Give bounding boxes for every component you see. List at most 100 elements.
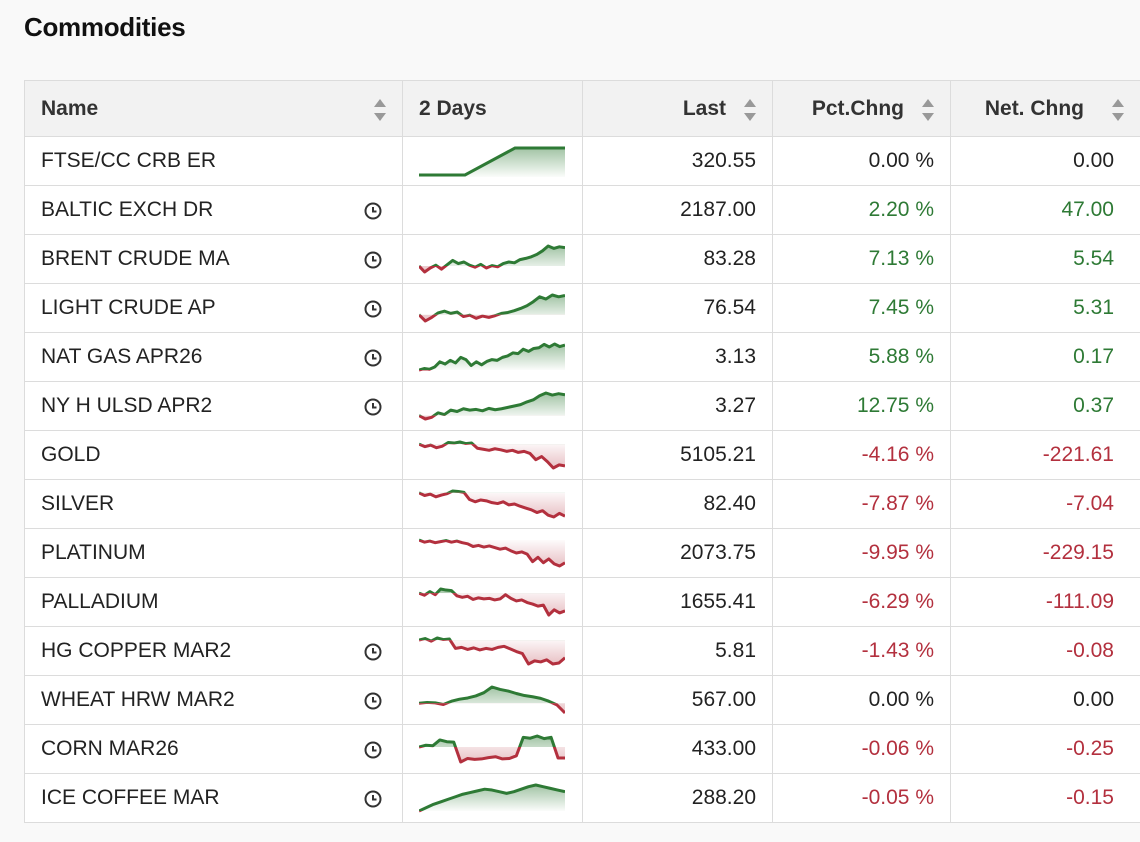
commodity-name[interactable]: NAT GAS APR26	[41, 345, 203, 368]
sort-arrows-icon[interactable]	[1112, 99, 1124, 121]
last-price: 433.00	[582, 724, 773, 774]
clock-icon	[364, 349, 382, 367]
commodity-name-cell[interactable]: FTSE/CC CRB ER	[24, 136, 403, 186]
column-header-pct-label: Pct.Chng	[811, 96, 904, 120]
last-price: 288.20	[582, 773, 773, 823]
column-header-name[interactable]: Name	[24, 80, 403, 137]
sparkline-chart	[419, 587, 565, 617]
sparkline-chart	[419, 391, 565, 421]
table-row[interactable]: FTSE/CC CRB ER 320.55 0.00 % 0.00	[24, 136, 1140, 186]
table-row[interactable]: NAT GAS APR26 3.13 5.88 % 0.17	[24, 332, 1140, 382]
column-header-net-change[interactable]: Net. Chng	[950, 80, 1140, 137]
commodity-name-cell[interactable]: SILVER	[24, 479, 403, 529]
sparkline-chart	[419, 538, 565, 568]
net-change: -0.08	[950, 626, 1140, 676]
net-change: -7.04	[950, 479, 1140, 529]
commodity-name-cell[interactable]: PALLADIUM	[24, 577, 403, 627]
table-row[interactable]: GOLD 5105.21 -4.16 % -221.61	[24, 430, 1140, 480]
page-title: Commodities	[24, 12, 186, 42]
pct-change: -6.29 %	[772, 577, 951, 627]
pct-change: -0.05 %	[772, 773, 951, 823]
commodity-name-cell[interactable]: NY H ULSD APR2	[24, 381, 403, 431]
commodity-name[interactable]: CORN MAR26	[41, 737, 179, 760]
commodity-name[interactable]: PALLADIUM	[41, 590, 159, 613]
commodity-name[interactable]: GOLD	[41, 443, 101, 466]
net-change: 0.37	[950, 381, 1140, 431]
pct-change: 0.00 %	[772, 136, 951, 186]
last-price: 5105.21	[582, 430, 773, 480]
sparkline-cell	[402, 773, 583, 823]
pct-change: 7.13 %	[772, 234, 951, 284]
sparkline-cell	[402, 430, 583, 480]
pct-change: -9.95 %	[772, 528, 951, 578]
commodity-name-cell[interactable]: PLATINUM	[24, 528, 403, 578]
table-row[interactable]: BRENT CRUDE MA 83.28 7.13 % 5.54	[24, 234, 1140, 284]
commodity-name-cell[interactable]: BALTIC EXCH DR	[24, 185, 403, 235]
pct-change: 0.00 %	[772, 675, 951, 725]
table-row[interactable]: LIGHT CRUDE AP 76.54 7.45 % 5.31	[24, 283, 1140, 333]
commodity-name-cell[interactable]: WHEAT HRW MAR2	[24, 675, 403, 725]
commodity-name-cell[interactable]: ICE COFFEE MAR	[24, 773, 403, 823]
last-price: 1655.41	[582, 577, 773, 627]
sparkline-cell	[402, 479, 583, 529]
sparkline-cell	[402, 381, 583, 431]
sparkline-chart	[419, 636, 565, 666]
table-row[interactable]: PALLADIUM 1655.41 -6.29 % -111.09	[24, 577, 1140, 627]
sparkline-chart	[419, 244, 565, 274]
table-row[interactable]: CORN MAR26 433.00 -0.06 % -0.25	[24, 724, 1140, 774]
last-price: 82.40	[582, 479, 773, 529]
commodity-name[interactable]: WHEAT HRW MAR2	[41, 688, 235, 711]
table-row[interactable]: BALTIC EXCH DR 2187.00 2.20 % 47.00	[24, 185, 1140, 235]
commodity-name[interactable]: LIGHT CRUDE AP	[41, 296, 216, 319]
sort-arrows-icon[interactable]	[922, 99, 934, 121]
clock-icon	[364, 398, 382, 416]
sparkline-cell	[402, 626, 583, 676]
pct-change: 7.45 %	[772, 283, 951, 333]
column-header-net-label: Net. Chng	[984, 96, 1084, 120]
commodity-name[interactable]: FTSE/CC CRB ER	[41, 149, 217, 172]
commodity-name-cell[interactable]: HG COPPER MAR2	[24, 626, 403, 676]
commodity-name[interactable]: BALTIC EXCH DR	[41, 198, 214, 221]
clock-icon	[364, 251, 382, 269]
table-row[interactable]: SILVER 82.40 -7.87 % -7.04	[24, 479, 1140, 529]
table-row[interactable]: PLATINUM 2073.75 -9.95 % -229.15	[24, 528, 1140, 578]
commodity-name-cell[interactable]: BRENT CRUDE MA	[24, 234, 403, 284]
net-change: -0.15	[950, 773, 1140, 823]
sparkline-cell	[402, 577, 583, 627]
table-row[interactable]: NY H ULSD APR2 3.27 12.75 % 0.37	[24, 381, 1140, 431]
commodity-name[interactable]: BRENT CRUDE MA	[41, 247, 230, 270]
sparkline-chart	[419, 685, 565, 715]
net-change: -0.25	[950, 724, 1140, 774]
sparkline-cell	[402, 724, 583, 774]
commodity-name[interactable]: HG COPPER MAR2	[41, 639, 232, 662]
commodity-name[interactable]: SILVER	[41, 492, 115, 515]
column-header-2days: 2 Days	[402, 80, 583, 137]
clock-icon	[364, 741, 382, 759]
column-header-last[interactable]: Last	[582, 80, 773, 137]
table-row[interactable]: WHEAT HRW MAR2 567.00 0.00 % 0.00	[24, 675, 1140, 725]
last-price: 2073.75	[582, 528, 773, 578]
net-change: 47.00	[950, 185, 1140, 235]
commodity-name[interactable]: NY H ULSD APR2	[41, 394, 213, 417]
sparkline-cell	[402, 136, 583, 186]
sparkline-chart	[419, 489, 565, 519]
commodity-name-cell[interactable]: GOLD	[24, 430, 403, 480]
clock-icon	[364, 300, 382, 318]
sort-arrows-icon[interactable]	[374, 99, 386, 121]
sparkline-chart	[419, 342, 565, 372]
table-row[interactable]: HG COPPER MAR2 5.81 -1.43 % -0.08	[24, 626, 1140, 676]
column-header-pct-change[interactable]: Pct.Chng	[772, 80, 951, 137]
commodity-name-cell[interactable]: NAT GAS APR26	[24, 332, 403, 382]
commodity-name[interactable]: ICE COFFEE MAR	[41, 786, 220, 809]
sparkline-chart	[419, 783, 565, 813]
commodity-name-cell[interactable]: CORN MAR26	[24, 724, 403, 774]
sort-arrows-icon[interactable]	[744, 99, 756, 121]
commodity-name-cell[interactable]: LIGHT CRUDE AP	[24, 283, 403, 333]
net-change: -229.15	[950, 528, 1140, 578]
table-row[interactable]: ICE COFFEE MAR 288.20 -0.05 % -0.15	[24, 773, 1140, 823]
clock-icon	[364, 790, 382, 808]
net-change: 5.54	[950, 234, 1140, 284]
commodity-name[interactable]: PLATINUM	[41, 541, 146, 564]
commodities-table: Name 2 Days Last Pct.Chng Net. Chng FTSE…	[24, 80, 1140, 823]
pct-change: -7.87 %	[772, 479, 951, 529]
